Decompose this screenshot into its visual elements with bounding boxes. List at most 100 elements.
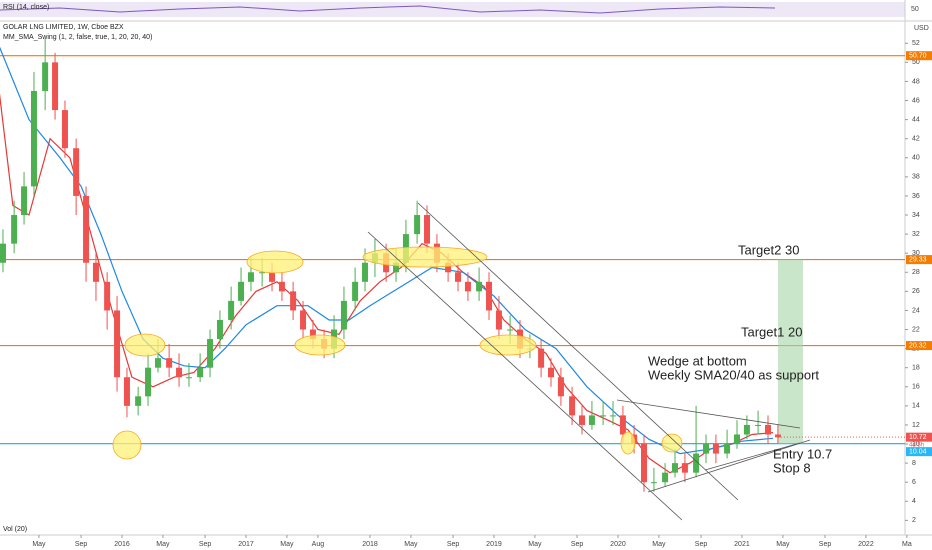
candle-body <box>216 319 223 340</box>
highlight <box>479 334 537 356</box>
y-tick-label: 6 <box>912 479 916 486</box>
x-tick-label: 2018 <box>362 541 378 548</box>
candle-body <box>743 424 750 435</box>
y-tick-label: 38 <box>912 174 920 181</box>
y-tick-label: 48 <box>912 78 920 85</box>
rsi-label: RSI (14, close) <box>3 4 49 11</box>
x-tick-label: 2017 <box>238 541 254 548</box>
candle-body <box>548 367 555 378</box>
candle-body <box>154 358 161 368</box>
candle-body <box>83 195 90 263</box>
indicator-label: MM_SMA_Swing (1, 2, false, true, 1, 20, … <box>3 34 152 41</box>
y-tick-label: 40 <box>912 155 920 162</box>
x-tick-label: Sep <box>447 541 460 548</box>
candle-body <box>197 367 204 378</box>
candle-body <box>557 377 564 397</box>
annotation: Weekly SMA20/40 as support <box>648 367 819 382</box>
highlight <box>112 430 142 460</box>
candle-body <box>352 281 359 301</box>
y-tick-label: 26 <box>912 288 920 295</box>
candle-body <box>30 90 37 187</box>
candle-body <box>693 453 700 473</box>
y-tick-label: 12 <box>912 422 920 429</box>
price-tag-label: 20.32 <box>909 342 927 349</box>
y-tick-label: 46 <box>912 97 920 104</box>
y-tick-label: 4 <box>912 498 916 505</box>
candle-body <box>92 262 99 282</box>
wedge-upper <box>616 399 801 429</box>
candle-body <box>619 415 626 435</box>
annotation: Target2 30 <box>738 242 799 257</box>
candle-body <box>393 262 400 273</box>
y-tick-label: 30 <box>912 250 920 257</box>
x-tick-label: May <box>280 541 294 548</box>
annotation: Wedge at bottom <box>648 353 747 368</box>
candle-body <box>455 272 462 282</box>
price-tag-label: 10.04 <box>909 448 927 455</box>
highlight <box>620 431 636 455</box>
candle-body <box>733 434 740 445</box>
y-tick-label: 28 <box>912 269 920 276</box>
target-zone <box>778 259 803 444</box>
candle-body <box>755 424 762 426</box>
wedge-lower <box>647 439 811 493</box>
y-tick-label: 18 <box>912 365 920 372</box>
candle-body <box>495 310 502 330</box>
candle-body <box>538 348 545 368</box>
candle-body <box>42 62 49 91</box>
highlight <box>661 433 683 453</box>
price-tag-label: 29.33 <box>909 256 927 263</box>
price-tag <box>906 341 932 351</box>
candle-body <box>123 377 130 406</box>
rsi-tick-label: 50 <box>911 6 919 13</box>
candle-body <box>414 215 421 235</box>
y-tick-label: 16 <box>912 384 920 391</box>
x-tick-label: May <box>404 541 418 548</box>
candle-body <box>362 262 369 282</box>
y-tick-label: 22 <box>912 326 920 333</box>
candle-body <box>309 329 316 340</box>
x-tick-label: May <box>652 541 666 548</box>
candle-body <box>681 463 688 473</box>
chart-title: GOLAR LNG LIMITED, 1W, Cboe BZX <box>3 24 124 31</box>
candle-body <box>0 243 6 263</box>
annotation: Stop 8 <box>773 460 811 475</box>
price-tag-label: 10.72 <box>909 434 927 441</box>
candle-body <box>269 272 276 282</box>
candle-body <box>176 367 183 378</box>
volume-label: Vol (20) <box>3 526 27 533</box>
y-tick-label: 24 <box>912 307 920 314</box>
candle-body <box>290 291 297 311</box>
candle-body <box>486 281 493 311</box>
x-tick-label: 2019 <box>486 541 502 548</box>
candle-body <box>724 444 731 454</box>
y-tick-label: 32 <box>912 231 920 238</box>
y-tick-label: 34 <box>912 212 920 219</box>
x-tick-label: Sep <box>75 541 88 548</box>
candle-body <box>166 358 173 368</box>
highlight <box>124 333 166 357</box>
candle-body <box>424 215 431 244</box>
candle-body <box>702 444 709 454</box>
candle-body <box>135 396 142 406</box>
candle-body <box>207 339 214 368</box>
price-tag <box>906 51 932 61</box>
candle-body <box>600 415 607 417</box>
candle-body <box>238 281 245 301</box>
candle-body <box>228 300 235 320</box>
rsi-line <box>0 5 776 14</box>
candle-body <box>11 215 18 244</box>
y-tick-label: 44 <box>912 116 920 123</box>
candle-body <box>764 424 771 435</box>
channel-lower <box>367 231 683 521</box>
candle-body <box>712 444 719 454</box>
annotation: Target1 20 <box>741 324 802 339</box>
candle-body <box>259 272 266 274</box>
candle-body <box>145 367 152 397</box>
candle-body <box>300 310 307 330</box>
candle-body <box>445 262 452 273</box>
candle-body <box>641 444 648 483</box>
candle-body <box>476 281 483 292</box>
candle-body <box>73 148 80 196</box>
